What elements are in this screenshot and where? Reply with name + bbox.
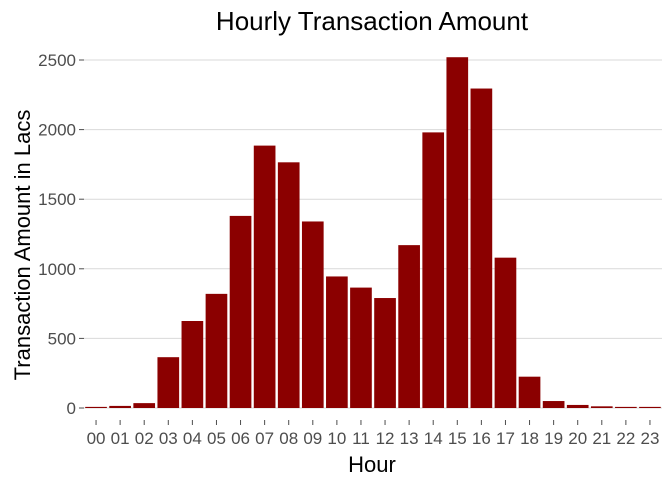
bar-20	[566, 404, 589, 408]
y-tick-label: 0	[67, 399, 76, 418]
x-tick-label: 00	[87, 429, 106, 448]
x-tick-label: 09	[303, 429, 322, 448]
x-axis-ticks: 00 01 02 03 04 05 06 07 08 09 10 11 12 13 14 15 16 17 18 19…	[87, 420, 659, 448]
bar-12	[374, 298, 396, 408]
bar-07	[253, 145, 276, 408]
bar-22	[615, 406, 637, 408]
bar-03	[157, 357, 180, 408]
y-tick-label: 2000	[38, 121, 76, 140]
x-axis-title: Hour	[348, 452, 396, 477]
x-tick-label: 19	[544, 429, 563, 448]
y-tick-label: 1000	[38, 260, 76, 279]
bar-23	[639, 406, 661, 408]
bar-06	[229, 215, 252, 408]
x-tick-label: 14	[424, 429, 443, 448]
x-tick-label: 12	[376, 429, 395, 448]
x-tick-label: 05	[207, 429, 226, 448]
bars	[85, 57, 661, 408]
bar-11	[350, 287, 372, 408]
bar-00	[85, 406, 107, 408]
x-tick-label: 06	[231, 429, 250, 448]
bar-13	[398, 245, 420, 408]
y-tick-label: 1500	[38, 190, 76, 209]
x-tick-label: 18	[520, 429, 539, 448]
x-tick-label: 13	[400, 429, 419, 448]
bar-15	[446, 57, 469, 408]
bar-05	[205, 293, 228, 408]
gridlines	[84, 59, 662, 409]
chart-title: Hourly Transaction Amount	[216, 6, 529, 36]
x-tick-label: 22	[616, 429, 635, 448]
bar-21	[590, 406, 613, 408]
x-tick-label: 11	[352, 429, 370, 448]
y-tick-label: 500	[48, 329, 76, 348]
bar-02	[133, 403, 156, 408]
bar-16	[470, 88, 493, 408]
x-tick-label: 04	[183, 429, 202, 448]
x-tick-label: 01	[111, 429, 130, 448]
x-tick-label: 07	[255, 429, 274, 448]
bar-01	[109, 405, 131, 408]
x-tick-label: 21	[592, 429, 611, 448]
bar-17	[494, 257, 517, 408]
x-tick-label: 15	[448, 429, 467, 448]
y-axis-title: Transaction Amount in Lacs	[10, 110, 35, 381]
bar-04	[181, 321, 204, 408]
y-tick-label: 2500	[38, 51, 76, 70]
y-axis-ticks: 0 500 1000 1500 2000 2500	[38, 51, 84, 418]
x-tick-label: 10	[327, 429, 346, 448]
x-tick-label: 20	[568, 429, 587, 448]
x-tick-label: 03	[159, 429, 178, 448]
x-tick-label: 16	[472, 429, 491, 448]
bar-08	[277, 162, 300, 408]
bar-10	[326, 276, 348, 408]
x-tick-label: 08	[279, 429, 298, 448]
bar-18	[518, 376, 541, 408]
bar-14	[422, 132, 445, 408]
x-tick-label: 17	[496, 429, 515, 448]
bar-09	[301, 221, 324, 408]
bar-19	[542, 401, 565, 408]
x-tick-label: 23	[640, 429, 659, 448]
x-tick-label: 02	[135, 429, 154, 448]
